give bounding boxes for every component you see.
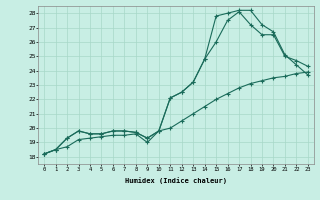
X-axis label: Humidex (Indice chaleur): Humidex (Indice chaleur) [125, 177, 227, 184]
